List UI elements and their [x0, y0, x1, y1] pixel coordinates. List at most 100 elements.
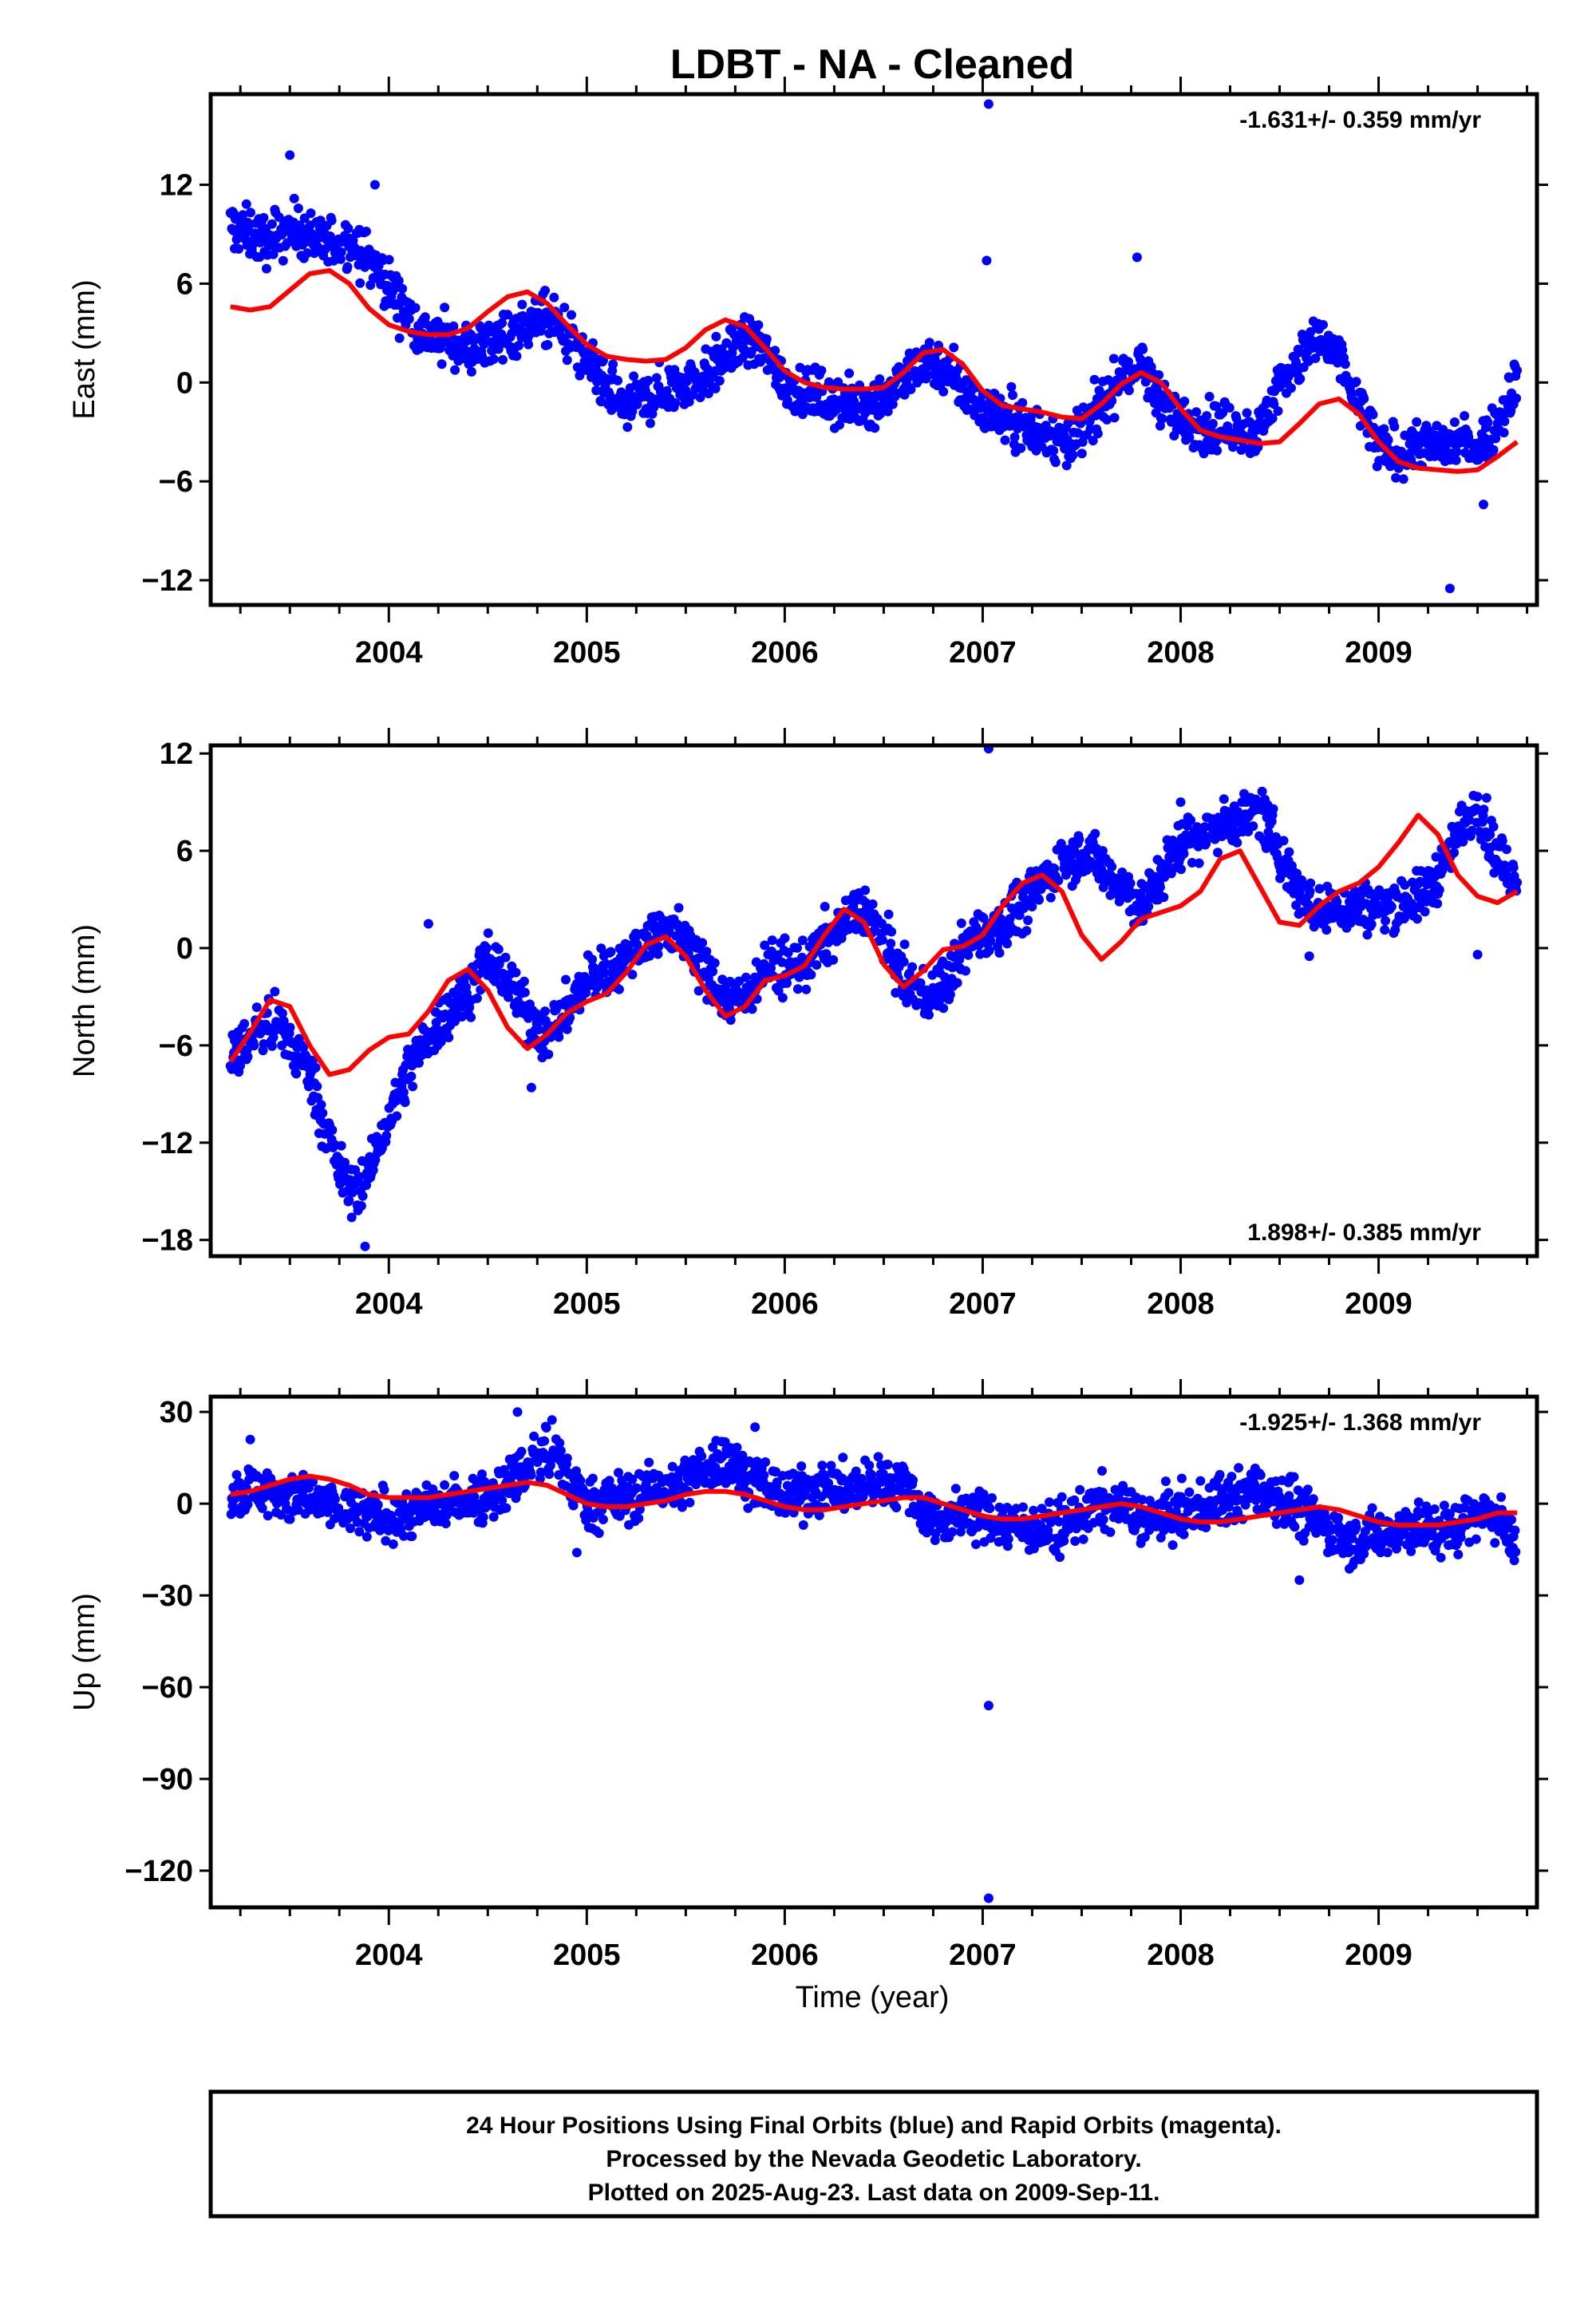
- data-point: [336, 1140, 346, 1151]
- data-point: [877, 935, 887, 945]
- data-point: [747, 1004, 757, 1014]
- data-point: [559, 302, 570, 313]
- data-point: [1179, 396, 1190, 406]
- outlier-point: [1472, 950, 1483, 960]
- data-point: [741, 972, 751, 982]
- data-point: [1234, 1463, 1244, 1473]
- data-point: [444, 1033, 454, 1042]
- data-point: [1434, 885, 1444, 895]
- data-point: [812, 960, 822, 970]
- data-point: [437, 359, 447, 370]
- data-point: [1186, 815, 1196, 825]
- data-point: [924, 1010, 934, 1020]
- data-point: [278, 255, 288, 266]
- x-tick-label: 2009: [1345, 1287, 1412, 1321]
- data-point: [739, 1470, 749, 1480]
- data-point: [1458, 836, 1468, 847]
- data-point: [1194, 858, 1204, 868]
- data-point: [1160, 1476, 1171, 1487]
- outlier-point: [423, 919, 433, 929]
- data-point: [277, 1008, 287, 1018]
- data-point: [1290, 1522, 1300, 1532]
- data-point: [1202, 411, 1212, 421]
- data-point: [1359, 393, 1369, 404]
- x-tick-label: 2004: [355, 636, 423, 670]
- data-point: [230, 1494, 239, 1504]
- data-point: [243, 1500, 253, 1510]
- data-point: [257, 1503, 267, 1513]
- data-point: [1018, 1502, 1028, 1512]
- data-point: [1286, 383, 1296, 393]
- data-point: [1242, 408, 1252, 418]
- data-point: [562, 1453, 572, 1464]
- data-point: [1005, 914, 1015, 924]
- data-point: [1251, 425, 1262, 435]
- data-point: [866, 1469, 876, 1480]
- data-point: [1308, 1494, 1318, 1504]
- data-point: [971, 1539, 981, 1549]
- data-point: [1269, 399, 1279, 409]
- data-point: [1029, 1505, 1039, 1516]
- outlier-point: [1444, 583, 1455, 594]
- data-point: [488, 354, 499, 364]
- data-point: [1481, 792, 1491, 803]
- data-point: [1191, 407, 1202, 417]
- data-point: [938, 386, 949, 397]
- data-point: [1045, 1497, 1054, 1508]
- data-point: [373, 1500, 383, 1510]
- data-point: [1278, 836, 1289, 846]
- data-point: [622, 422, 633, 433]
- data-point: [497, 318, 508, 328]
- data-point: [1512, 877, 1523, 887]
- data-point: [285, 1022, 295, 1033]
- data-point: [1027, 902, 1037, 911]
- data-point: [1351, 377, 1361, 387]
- data-point: [493, 944, 504, 954]
- data-point: [1257, 786, 1267, 796]
- data-point: [1144, 901, 1154, 911]
- data-point: [1418, 887, 1428, 898]
- data-point: [407, 1531, 417, 1541]
- data-point: [938, 1003, 949, 1014]
- data-point: [899, 957, 909, 967]
- data-point: [1195, 1476, 1206, 1486]
- north-fit-line: [228, 812, 1519, 1077]
- data-point: [891, 988, 901, 998]
- data-point: [826, 1460, 836, 1471]
- data-point: [1016, 443, 1026, 453]
- data-point: [493, 344, 504, 354]
- data-point: [1284, 847, 1294, 857]
- data-point: [772, 1477, 782, 1488]
- data-point: [1386, 902, 1396, 912]
- data-point: [1412, 417, 1422, 427]
- data-point: [483, 928, 493, 939]
- data-point: [1049, 445, 1059, 456]
- data-point: [1105, 1527, 1116, 1537]
- data-point: [1002, 939, 1013, 949]
- data-point: [587, 954, 597, 965]
- data-point: [1273, 406, 1283, 416]
- data-point: [466, 366, 476, 377]
- data-point: [1167, 1540, 1178, 1550]
- data-point: [1157, 413, 1167, 424]
- data-point: [268, 249, 279, 259]
- data-point: [543, 1049, 554, 1060]
- data-point: [870, 423, 880, 433]
- outlier-point: [285, 150, 295, 160]
- data-point: [394, 333, 405, 343]
- data-point: [277, 230, 287, 240]
- east-frame: [208, 92, 1539, 607]
- data-point: [1437, 865, 1448, 875]
- data-point: [886, 939, 896, 949]
- data-point: [1207, 418, 1218, 429]
- data-point: [1071, 1524, 1081, 1534]
- data-point: [1512, 366, 1523, 376]
- data-point: [466, 1012, 476, 1022]
- data-point: [963, 950, 974, 960]
- data-point: [732, 1442, 742, 1452]
- data-point: [1089, 374, 1100, 385]
- data-point: [828, 954, 839, 965]
- data-point: [873, 1452, 883, 1462]
- data-point: [526, 1470, 536, 1480]
- data-point: [1003, 1534, 1013, 1544]
